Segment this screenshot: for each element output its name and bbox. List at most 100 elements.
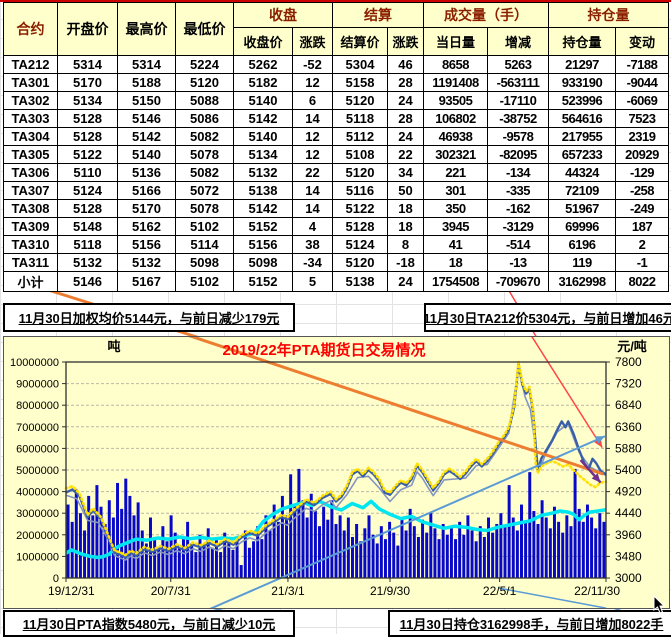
value-cell[interactable]: -162 [487,199,549,218]
value-cell[interactable]: 5102 [175,271,234,292]
value-cell[interactable]: -1 [615,253,669,272]
value-cell[interactable]: 5120 [332,163,388,182]
value-cell[interactable]: -34 [292,253,333,272]
value-cell[interactable]: 5120 [175,73,234,92]
value-cell[interactable]: 93505 [423,91,488,110]
value-cell[interactable]: 5132 [57,253,118,272]
value-cell[interactable]: 28 [387,109,424,128]
value-cell[interactable]: 5086 [175,109,234,128]
header-oi-group[interactable]: 持仓量 [548,2,669,28]
value-cell[interactable]: 301 [423,181,488,200]
contract-cell[interactable]: TA305 [3,145,58,164]
value-cell[interactable]: 5124 [332,235,388,254]
value-cell[interactable]: -3129 [487,217,549,236]
value-cell[interactable]: 5134 [233,145,293,164]
header-close-group[interactable]: 收盘 [233,2,333,28]
value-cell[interactable]: 106802 [423,109,488,128]
value-cell[interactable]: 24 [387,91,424,110]
value-cell[interactable]: 5120 [332,253,388,272]
value-cell[interactable]: 18 [387,217,424,236]
value-cell[interactable]: 20929 [615,145,669,164]
value-cell[interactable]: 22 [292,163,333,182]
value-cell[interactable]: 5167 [117,271,176,292]
header-vol-day[interactable]: 当日量 [423,27,488,56]
value-cell[interactable]: 5263 [487,55,549,74]
value-cell[interactable]: 46 [387,55,424,74]
header-vol-chg[interactable]: 增减 [487,27,549,56]
value-cell[interactable]: 187 [615,217,669,236]
value-cell[interactable]: 3945 [423,217,488,236]
contract-cell[interactable]: TA307 [3,181,58,200]
value-cell[interactable]: 5122 [57,145,118,164]
value-cell[interactable]: -134 [487,163,549,182]
header-close-price[interactable]: 收盘价 [233,27,293,56]
value-cell[interactable]: 5110 [57,163,118,182]
header-low[interactable]: 最低价 [175,2,234,56]
value-cell[interactable]: 8 [387,235,424,254]
value-cell[interactable]: 523996 [548,91,616,110]
value-cell[interactable]: 5156 [233,235,293,254]
value-cell[interactable]: 5262 [233,55,293,74]
value-cell[interactable]: 72109 [548,181,616,200]
value-cell[interactable]: 5082 [175,163,234,182]
value-cell[interactable]: 28 [387,73,424,92]
value-cell[interactable]: 5166 [117,181,176,200]
value-cell[interactable]: 8022 [615,271,669,292]
value-cell[interactable]: 4 [292,217,333,236]
value-cell[interactable]: 5134 [57,91,118,110]
header-oi[interactable]: 持仓量 [548,27,616,56]
contract-cell[interactable]: TA310 [3,235,58,254]
value-cell[interactable]: 5148 [57,217,118,236]
value-cell[interactable]: 5112 [332,127,388,146]
value-cell[interactable]: 564616 [548,109,616,128]
value-cell[interactable]: 5108 [332,145,388,164]
value-cell[interactable]: 5136 [117,163,176,182]
value-cell[interactable]: 24 [387,271,424,292]
contract-cell[interactable]: 小计 [3,271,58,292]
header-oi-chg[interactable]: 变动 [615,27,669,56]
value-cell[interactable]: 350 [423,199,488,218]
value-cell[interactable]: 5304 [332,55,388,74]
value-cell[interactable]: 5102 [175,217,234,236]
value-cell[interactable]: 14 [292,199,333,218]
value-cell[interactable]: 1191408 [423,73,488,92]
value-cell[interactable]: 5314 [117,55,176,74]
contract-cell[interactable]: TA301 [3,73,58,92]
value-cell[interactable]: -709670 [487,271,549,292]
value-cell[interactable]: 5098 [175,253,234,272]
value-cell[interactable]: 5224 [175,55,234,74]
value-cell[interactable]: 14 [292,109,333,128]
value-cell[interactable]: -18 [387,253,424,272]
value-cell[interactable]: 1754508 [423,271,488,292]
value-cell[interactable]: 5128 [332,217,388,236]
contract-cell[interactable]: TA304 [3,127,58,146]
value-cell[interactable]: 5138 [332,271,388,292]
value-cell[interactable]: 2 [615,235,669,254]
value-cell[interactable]: 18 [387,199,424,218]
value-cell[interactable]: 5132 [117,253,176,272]
value-cell[interactable]: 5152 [233,271,293,292]
value-cell[interactable]: -563111 [487,73,549,92]
value-cell[interactable]: 5150 [117,91,176,110]
value-cell[interactable]: 14 [292,181,333,200]
contract-cell[interactable]: TA309 [3,217,58,236]
value-cell[interactable]: 5140 [233,127,293,146]
header-settle-chg[interactable]: 涨跌 [387,27,424,56]
header-volume-group[interactable]: 成交量（手） [423,2,549,28]
value-cell[interactable]: 5142 [117,127,176,146]
value-cell[interactable]: 22 [387,145,424,164]
header-high[interactable]: 最高价 [117,2,176,56]
header-settle-price[interactable]: 结算价 [332,27,388,56]
value-cell[interactable]: 5 [292,271,333,292]
value-cell[interactable]: 41 [423,235,488,254]
value-cell[interactable]: 5138 [233,181,293,200]
value-cell[interactable]: 5072 [175,181,234,200]
value-cell[interactable]: 5120 [332,91,388,110]
value-cell[interactable]: 50 [387,181,424,200]
value-cell[interactable]: 2319 [615,127,669,146]
value-cell[interactable]: -258 [615,181,669,200]
value-cell[interactable]: 5182 [233,73,293,92]
header-open[interactable]: 开盘价 [57,2,118,56]
value-cell[interactable]: -335 [487,181,549,200]
value-cell[interactable]: 5078 [175,145,234,164]
